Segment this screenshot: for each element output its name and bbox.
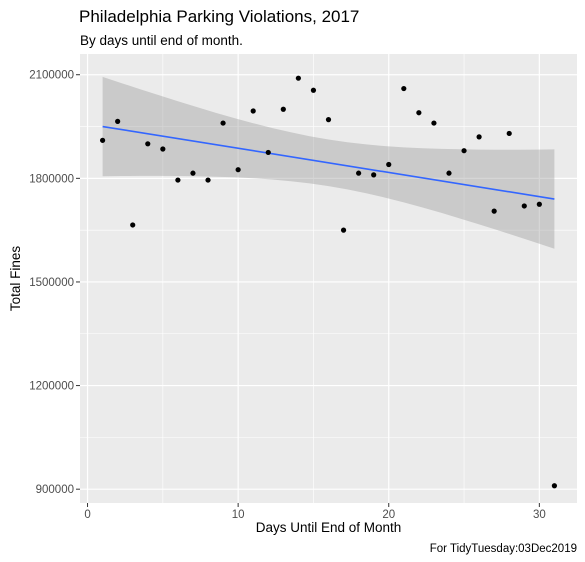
- data-point: [356, 170, 362, 176]
- data-point: [310, 87, 317, 93]
- x-tick-label: 30: [533, 509, 546, 521]
- data-point: [190, 170, 196, 176]
- data-point: [386, 161, 392, 168]
- data-point: [250, 108, 256, 114]
- chart-caption: For TidyTuesday:03Dec2019: [430, 543, 577, 555]
- data-point: [325, 117, 332, 123]
- data-point: [175, 177, 181, 183]
- x-axis-label: Days Until End of Month: [256, 520, 402, 535]
- x-tick-label: 20: [382, 509, 395, 521]
- data-point: [280, 106, 286, 112]
- data-point: [295, 75, 301, 81]
- data-point: [521, 203, 527, 209]
- y-axis-label: Total Fines: [8, 246, 23, 312]
- data-point: [265, 149, 271, 156]
- data-point: [235, 167, 241, 173]
- data-point: [506, 130, 512, 137]
- data-point: [99, 137, 106, 143]
- chart-subtitle: By days until end of month.: [80, 33, 243, 48]
- y-tick-label: 2100000: [29, 70, 74, 82]
- x-tick-label: 10: [232, 509, 245, 521]
- data-point: [130, 222, 136, 228]
- data-point: [401, 85, 407, 92]
- data-point: [115, 118, 121, 124]
- data-point: [431, 120, 437, 126]
- data-point: [446, 170, 452, 176]
- data-point: [160, 146, 166, 152]
- minor-gridlines: [80, 54, 577, 503]
- y-axis-ticks: 900000 1200000 1500000 1800000 2100000: [29, 70, 80, 496]
- data-point: [220, 120, 226, 126]
- data-point: [340, 227, 347, 233]
- data-point: [536, 201, 542, 207]
- y-tick-label: 900000: [36, 484, 74, 496]
- data-point: [461, 148, 467, 154]
- major-gridlines: [80, 54, 577, 503]
- trend-line: [102, 125, 555, 200]
- data-point: [205, 177, 211, 183]
- data-point: [491, 208, 497, 214]
- data-point: [551, 483, 558, 489]
- x-tick-label: 0: [84, 509, 90, 521]
- data-point: [416, 110, 422, 116]
- data-point: [371, 172, 377, 178]
- y-tick-label: 1800000: [29, 173, 74, 185]
- data-point: [476, 134, 482, 140]
- x-axis-ticks: 0 10 20 30: [84, 503, 546, 521]
- data-points: [99, 75, 558, 489]
- y-tick-label: 1500000: [29, 277, 74, 289]
- chart-title: Philadelphia Parking Violations, 2017: [79, 7, 359, 26]
- data-point: [145, 141, 151, 147]
- y-tick-label: 1200000: [29, 381, 74, 393]
